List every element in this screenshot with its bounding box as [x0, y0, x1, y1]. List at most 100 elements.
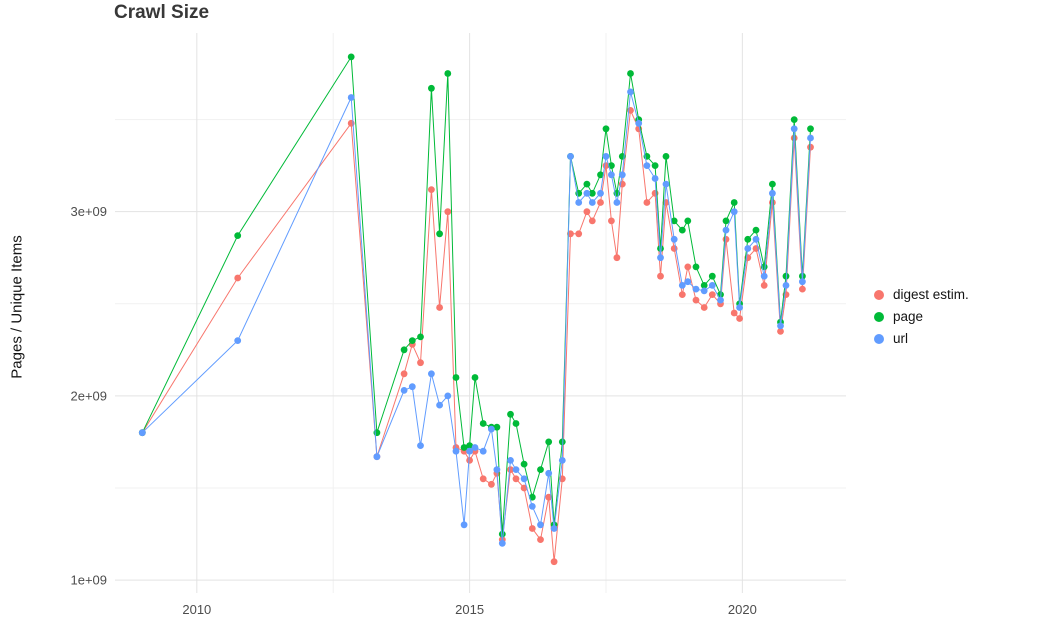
data-point: [700, 287, 708, 295]
data-point: [692, 285, 700, 293]
data-point: [588, 189, 596, 197]
data-point: [400, 370, 408, 378]
data-point: [662, 180, 670, 188]
data-point: [512, 475, 520, 483]
data-point: [567, 153, 574, 160]
data-point: [347, 94, 355, 101]
data-point: [684, 217, 692, 225]
data-point: [613, 254, 621, 262]
data-point: [520, 475, 528, 483]
data-point: [597, 171, 604, 179]
data-point: [444, 392, 452, 400]
data-point: [657, 254, 664, 262]
data-point: [466, 447, 473, 455]
y-tick-label: 2e+09: [70, 388, 107, 403]
data-point: [657, 245, 664, 252]
data-point: [700, 282, 708, 289]
data-point: [722, 235, 730, 243]
data-point: [444, 70, 452, 77]
data-point: [520, 460, 528, 468]
data-point: [692, 296, 700, 304]
y-tick-label: 1e+09: [70, 573, 107, 588]
data-point: [512, 420, 520, 427]
data-point: [444, 208, 452, 216]
data-point: [488, 480, 495, 488]
data-point: [558, 457, 566, 464]
data-point: [373, 453, 381, 461]
data-point: [436, 304, 443, 311]
data-point: [807, 134, 814, 142]
legend-item-digest: digest estim.: [874, 288, 969, 301]
data-point: [777, 322, 784, 330]
data-point: [602, 153, 610, 160]
data-point: [597, 189, 604, 197]
data-point: [799, 285, 806, 293]
data-point: [643, 162, 651, 170]
data-point: [471, 444, 479, 451]
data-point: [760, 282, 768, 289]
data-point: [550, 558, 558, 566]
data-point: [807, 125, 814, 133]
data-point: [347, 53, 355, 61]
data-point: [752, 235, 760, 243]
data-point: [575, 230, 583, 238]
data-point: [678, 291, 686, 298]
data-point: [498, 530, 506, 538]
data-point: [550, 525, 558, 532]
x-tick-label: 2020: [728, 602, 757, 617]
data-point: [528, 503, 536, 510]
data-point: [651, 175, 659, 182]
data-point: [730, 199, 738, 206]
data-point: [782, 282, 790, 289]
data-point: [537, 536, 544, 543]
data-point: [234, 232, 242, 240]
data-point: [790, 116, 798, 123]
data-point: [627, 70, 634, 77]
data-point: [520, 484, 528, 492]
data-point: [460, 521, 468, 529]
data-point: [769, 180, 776, 188]
data-point: [760, 272, 768, 280]
data-point: [597, 199, 604, 206]
data-point: [670, 235, 678, 243]
data-point: [479, 420, 487, 427]
data-point: [736, 304, 743, 311]
data-point: [790, 125, 798, 133]
data-point: [684, 278, 692, 286]
legend-dot-page-icon: [874, 311, 884, 322]
data-point: [466, 457, 473, 464]
data-point: [528, 493, 536, 501]
legend-item-url: url: [874, 332, 969, 345]
legend-item-page: page: [874, 310, 969, 323]
data-point: [730, 309, 738, 317]
legend-dot-url-icon: [874, 333, 884, 344]
data-point: [717, 296, 724, 304]
data-point: [452, 447, 460, 455]
data-point: [400, 387, 408, 394]
data-point: [635, 119, 643, 127]
data-point: [736, 315, 743, 322]
data-point: [452, 374, 460, 381]
data-point: [670, 217, 678, 225]
data-point: [537, 466, 544, 473]
x-tick-label: 2015: [455, 602, 484, 617]
chart-legend: digest estim. page url: [874, 288, 969, 345]
data-point: [807, 143, 814, 151]
series-line-url: [141, 91, 811, 544]
data-point: [692, 263, 700, 271]
data-point: [488, 425, 495, 433]
data-point: [507, 466, 514, 473]
data-point: [512, 466, 520, 473]
data-point: [708, 291, 716, 298]
data-point: [428, 186, 435, 194]
legend-dot-digest-icon: [874, 289, 884, 300]
data-point: [752, 226, 760, 234]
data-point: [234, 337, 242, 344]
data-point: [408, 383, 416, 391]
data-point: [643, 199, 651, 206]
data-point: [471, 374, 479, 381]
data-point: [627, 88, 634, 96]
chart-title: Crawl Size: [114, 2, 210, 23]
